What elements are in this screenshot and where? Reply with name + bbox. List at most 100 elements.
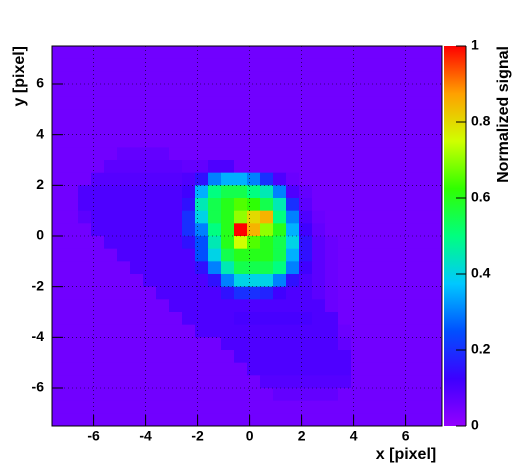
heatmap-cell [273, 236, 287, 250]
heatmap-cell [156, 109, 170, 123]
heatmap-cell [65, 96, 79, 110]
y-axis-title: y [pixel] [11, 46, 28, 106]
heatmap-cell [416, 122, 430, 136]
heatmap-cell [169, 337, 183, 351]
heatmap-cell [234, 312, 248, 326]
heatmap-cell [325, 274, 339, 288]
heatmap-cell [351, 147, 365, 161]
heatmap-cell [260, 299, 274, 313]
heatmap-cell [208, 109, 222, 123]
heatmap-cell [325, 362, 339, 376]
heatmap-cell [351, 46, 365, 60]
heatmap-cell [286, 210, 300, 224]
heatmap-cell [208, 337, 222, 351]
heatmap-cell [52, 312, 66, 326]
heatmap-cell [117, 172, 131, 186]
heatmap-cell [195, 261, 209, 275]
heatmap-cell [208, 362, 222, 376]
heatmap-cell [156, 299, 170, 313]
heatmap-cell [260, 96, 274, 110]
heatmap-cell [390, 400, 404, 414]
heatmap-cell [273, 261, 287, 275]
heatmap-cell [429, 388, 443, 402]
heatmap-cell [312, 134, 326, 148]
heatmap-cell [429, 58, 443, 72]
heatmap-cell [52, 46, 66, 60]
heatmap-cell [416, 172, 430, 186]
heatmap-cell [312, 324, 326, 338]
heatmap-cell [260, 223, 274, 237]
heatmap-cell [260, 362, 274, 376]
heatmap-cell [247, 84, 261, 98]
heatmap-cell [208, 96, 222, 110]
x-tick-label: 4 [350, 428, 358, 444]
heatmap-cell [351, 274, 365, 288]
heatmap-cell [390, 160, 404, 174]
heatmap-cell [182, 324, 196, 338]
heatmap [52, 46, 443, 427]
heatmap-cell [338, 337, 352, 351]
heatmap-cell [429, 122, 443, 136]
heatmap-cell [247, 147, 261, 161]
heatmap-cell [325, 71, 339, 85]
heatmap-cell [130, 274, 144, 288]
heatmap-cell [234, 388, 248, 402]
heatmap-cell [104, 362, 118, 376]
heatmap-cell [91, 261, 105, 275]
heatmap-cell [416, 324, 430, 338]
heatmap-cell [338, 198, 352, 212]
heatmap-cell [338, 299, 352, 313]
heatmap-cell [143, 388, 157, 402]
heatmap-cell [273, 122, 287, 136]
heatmap-cell [273, 375, 287, 389]
heatmap-cell [247, 337, 261, 351]
heatmap-cell [91, 71, 105, 85]
heatmap-cell [364, 400, 378, 414]
heatmap-cell [169, 109, 183, 123]
heatmap-cell [234, 261, 248, 275]
heatmap-cell [247, 185, 261, 199]
heatmap-cell [351, 350, 365, 364]
heatmap-cell [364, 362, 378, 376]
heatmap-cell [429, 274, 443, 288]
heatmap-cell [143, 261, 157, 275]
heatmap-cell [247, 274, 261, 288]
heatmap-cell [52, 84, 66, 98]
heatmap-cell [221, 286, 235, 300]
heatmap-cell [91, 84, 105, 98]
heatmap-cell [325, 109, 339, 123]
heatmap-cell [169, 134, 183, 148]
heatmap-cell [208, 400, 222, 414]
heatmap-cell [260, 46, 274, 60]
heatmap-cell [156, 147, 170, 161]
heatmap-cell [143, 400, 157, 414]
heatmap-cell [403, 198, 417, 212]
heatmap-cell [416, 223, 430, 237]
heatmap-cell [325, 46, 339, 60]
heatmap-cell [416, 286, 430, 300]
heatmap-cell [221, 46, 235, 60]
heatmap-cell [286, 147, 300, 161]
heatmap-cell [169, 248, 183, 262]
heatmap-cell [182, 337, 196, 351]
heatmap-cell [325, 337, 339, 351]
heatmap-cell [130, 286, 144, 300]
heatmap-cell [208, 210, 222, 224]
heatmap-cell [78, 198, 92, 212]
heatmap-cell [156, 362, 170, 376]
heatmap-cell [221, 122, 235, 136]
x-axis-title: x [pixel] [376, 446, 436, 463]
heatmap-cell [429, 185, 443, 199]
heatmap-cell [143, 413, 157, 427]
heatmap-cell [377, 299, 391, 313]
heatmap-cell [117, 185, 131, 199]
heatmap-cell [286, 375, 300, 389]
heatmap-cell [130, 96, 144, 110]
heatmap-cell [169, 147, 183, 161]
heatmap-cell [104, 248, 118, 262]
heatmap-cell [273, 286, 287, 300]
heatmap-cell [104, 337, 118, 351]
heatmap-cell [364, 413, 378, 427]
heatmap-cell [273, 413, 287, 427]
heatmap-cell [273, 350, 287, 364]
